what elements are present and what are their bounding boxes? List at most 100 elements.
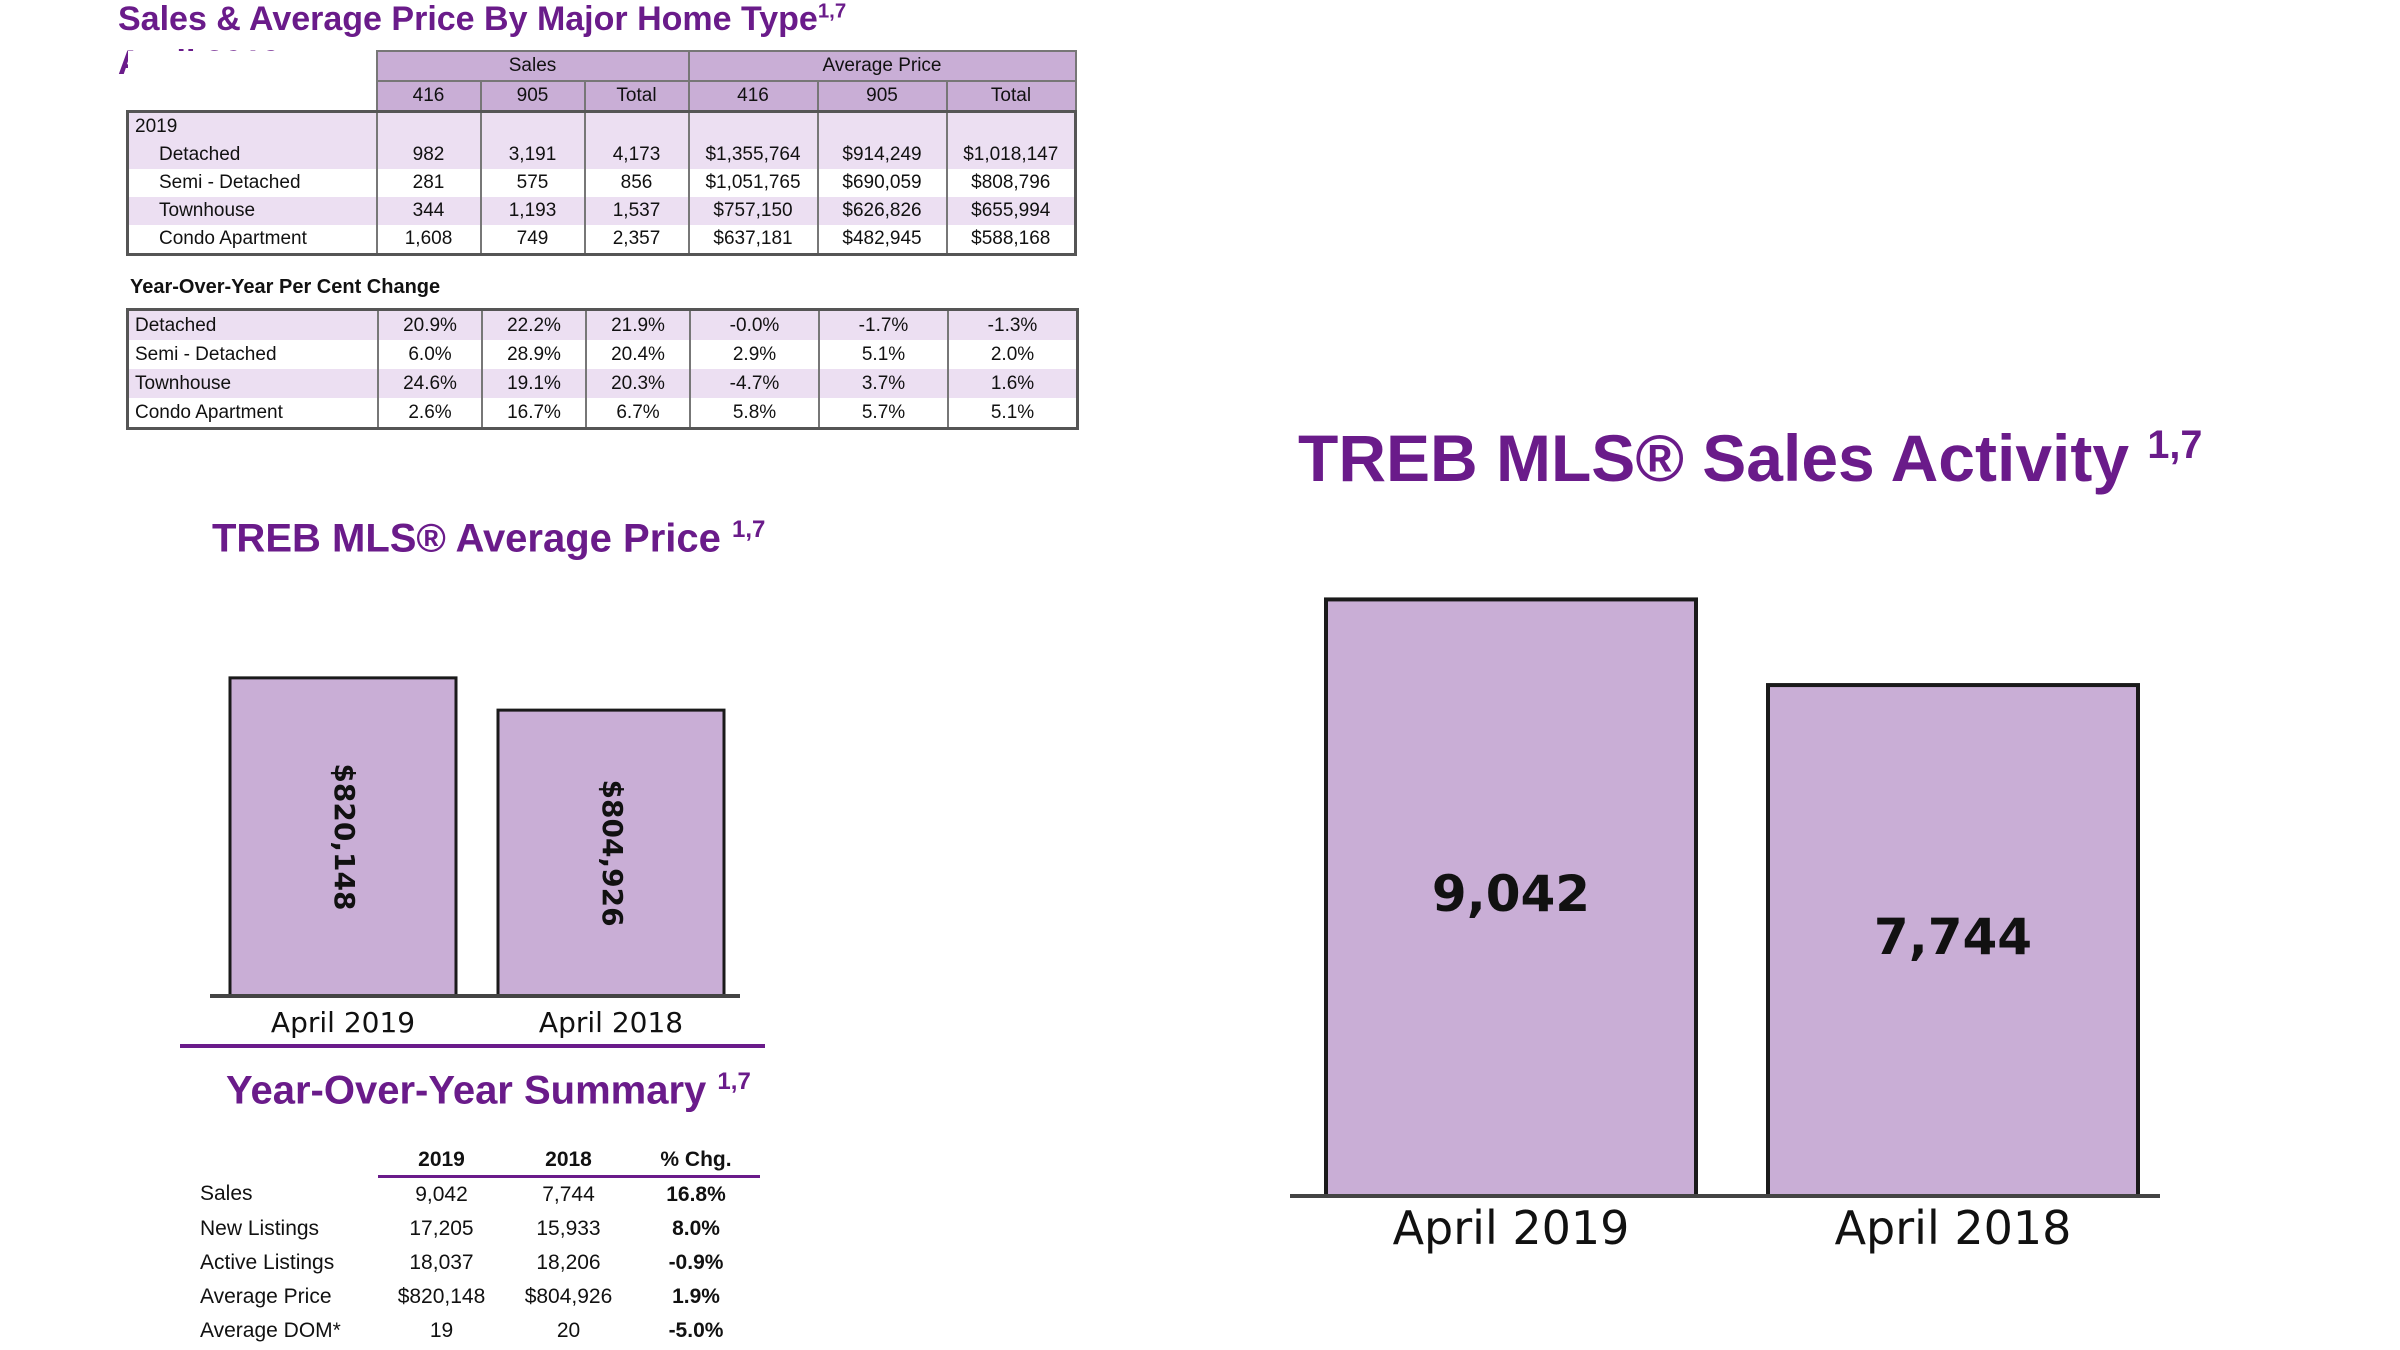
cell: 344 xyxy=(375,197,481,225)
bar-value-label: 9,042 xyxy=(1432,865,1590,923)
sales-activity-chart: 9,042 April 2019 7,744 April 2018 xyxy=(1290,597,2160,1255)
cell: -1.3% xyxy=(947,308,1079,340)
row-label: Condo Apartment xyxy=(126,225,378,256)
cell: $820,148 xyxy=(397,1285,486,1308)
table-row: Sales 9,042 7,744 16.8% xyxy=(200,1177,760,1213)
cell: 24.6% xyxy=(377,369,482,398)
cell: 1,608 xyxy=(375,225,481,256)
cell: 19 xyxy=(429,1319,454,1342)
category-label: April 2019 xyxy=(1393,1201,1630,1255)
cell: 2.6% xyxy=(377,398,482,430)
divider xyxy=(180,1044,765,1048)
row-label: Townhouse xyxy=(126,197,378,225)
cell: 16.8% xyxy=(666,1183,726,1206)
cell: 18,206 xyxy=(536,1251,601,1274)
bar-value-label: $804,926 xyxy=(596,780,629,927)
cell: 15,933 xyxy=(536,1217,601,1240)
summary-title: Year-Over-Year Summary 1,7 xyxy=(226,1068,751,1113)
category-label: April 2019 xyxy=(271,1006,415,1039)
column-header: 905 xyxy=(816,81,948,112)
cell: 18,037 xyxy=(409,1251,474,1274)
cell: 8.0% xyxy=(672,1217,720,1240)
cell: 20 xyxy=(556,1319,581,1342)
summary-header: % Chg. xyxy=(632,1145,760,1178)
avg-price-group-header: Average Price xyxy=(687,50,1077,82)
table-row: Condo Apartment 1,608 749 2,357 $637,181… xyxy=(126,225,1077,256)
cell: 3.7% xyxy=(818,369,948,398)
table-row: Townhouse 24.6% 19.1% 20.3% -4.7% 3.7% 1… xyxy=(126,369,1079,398)
sales-group-header: Sales xyxy=(375,50,690,82)
row-label: Semi - Detached xyxy=(126,340,378,369)
cell: 20.9% xyxy=(377,308,482,340)
cell: 17,205 xyxy=(409,1217,474,1240)
cell: $482,945 xyxy=(816,225,947,256)
table-title: Sales & Average Price By Major Home Type… xyxy=(118,0,847,38)
row-label: Average DOM* xyxy=(200,1319,341,1342)
cell: $588,168 xyxy=(945,225,1077,256)
price-table: Sales Average Price 416 905 Total 416 90… xyxy=(126,50,1077,256)
cell: $637,181 xyxy=(687,225,818,256)
avg-price-chart: $820,148 April 2019 $804,926 April 2018 xyxy=(210,676,740,1039)
table-row: Average DOM* 19 20 -5.0% xyxy=(200,1314,760,1348)
yoy-heading: Year-Over-Year Per Cent Change xyxy=(130,276,441,298)
table-row: 2019 xyxy=(126,110,1077,141)
avg-price-chart-title: TREB MLS® Average Price 1,7 xyxy=(212,516,766,561)
row-label: New Listings xyxy=(200,1217,320,1240)
table-row: Detached 20.9% 22.2% 21.9% -0.0% -1.7% -… xyxy=(126,308,1079,340)
cell: 20.4% xyxy=(585,340,690,369)
category-label: April 2018 xyxy=(539,1006,683,1039)
bar-april-2018 xyxy=(496,708,726,998)
cell: $690,059 xyxy=(816,169,947,197)
cell: 5.7% xyxy=(818,398,948,430)
cell: $1,018,147 xyxy=(945,141,1077,169)
row-label: Semi - Detached xyxy=(126,169,378,197)
cell: 856 xyxy=(583,169,689,197)
cell: 1,193 xyxy=(479,197,585,225)
column-header: 416 xyxy=(375,81,482,112)
cell: -1.7% xyxy=(818,308,948,340)
cell: 19.1% xyxy=(481,369,586,398)
summary-header: 2018 xyxy=(505,1145,632,1178)
bar-value-label: 7,744 xyxy=(1874,908,2032,966)
cell: $655,994 xyxy=(945,197,1077,225)
cell: $914,249 xyxy=(816,141,947,169)
row-label: Detached xyxy=(126,141,378,169)
cell: 16.7% xyxy=(481,398,586,430)
column-header: 416 xyxy=(687,81,819,112)
table-row: Condo Apartment 2.6% 16.7% 6.7% 5.8% 5.7… xyxy=(126,398,1079,430)
cell: 281 xyxy=(375,169,481,197)
category-label: April 2018 xyxy=(1835,1201,2072,1255)
cell: 1.9% xyxy=(672,1285,720,1308)
table-row: Detached 982 3,191 4,173 $1,355,764 $914… xyxy=(126,141,1077,169)
column-header: Total xyxy=(583,81,690,112)
cell: -4.7% xyxy=(689,369,819,398)
row-label: Active Listings xyxy=(200,1251,335,1274)
summary-header: 2019 xyxy=(378,1145,505,1178)
cell: -0.9% xyxy=(668,1251,724,1274)
cell: 28.9% xyxy=(481,340,586,369)
cell: -0.0% xyxy=(689,308,819,340)
table-row: New Listings 17,205 15,933 8.0% xyxy=(200,1212,760,1246)
column-header: 905 xyxy=(479,81,586,112)
column-header: Total xyxy=(945,81,1077,112)
cell: 5.1% xyxy=(818,340,948,369)
cell: $626,826 xyxy=(816,197,947,225)
cell: 982 xyxy=(375,141,481,169)
row-label: Sales xyxy=(200,1182,253,1206)
cell: 6.0% xyxy=(377,340,482,369)
cell: 5.8% xyxy=(689,398,819,430)
bar-april-2019 xyxy=(228,676,458,998)
bar-april-2019 xyxy=(1324,597,1698,1199)
cell: 6.7% xyxy=(585,398,690,430)
table-row: Semi - Detached 6.0% 28.9% 20.4% 2.9% 5.… xyxy=(126,340,1079,369)
table-row: Townhouse 344 1,193 1,537 $757,150 $626,… xyxy=(126,197,1077,225)
year-label: 2019 xyxy=(126,110,378,141)
cell: 21.9% xyxy=(585,308,690,340)
cell: 5.1% xyxy=(947,398,1079,430)
cell: 3,191 xyxy=(479,141,585,169)
row-label: Detached xyxy=(126,308,378,340)
cell: $1,051,765 xyxy=(687,169,818,197)
cell: 749 xyxy=(479,225,585,256)
table-row: Semi - Detached 281 575 856 $1,051,765 $… xyxy=(126,169,1077,197)
cell: 22.2% xyxy=(481,308,586,340)
